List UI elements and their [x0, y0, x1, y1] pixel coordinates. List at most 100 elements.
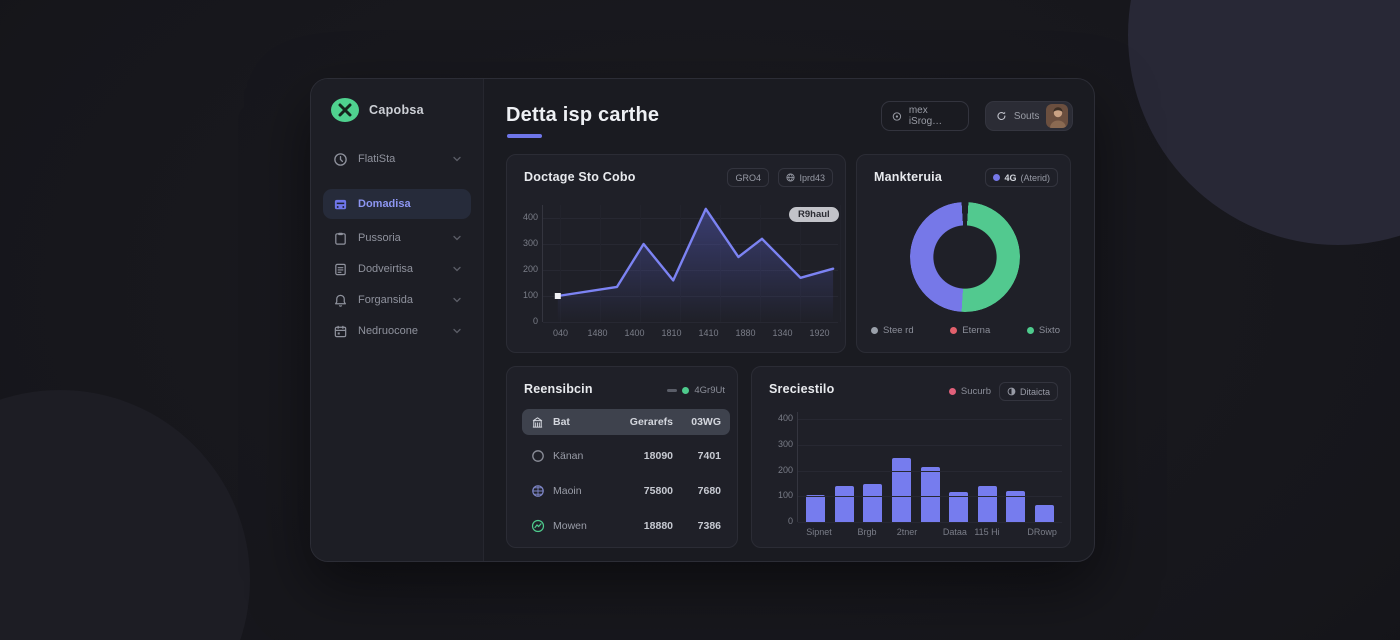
sidebar-item-dodveirtisa[interactable]: Dodveirtisa	[323, 255, 471, 283]
row-value: 18090	[643, 450, 673, 462]
x-tick-label: 1400	[624, 328, 645, 338]
bar[interactable]	[891, 457, 911, 522]
legend-label: Sucurb	[960, 386, 991, 397]
row-name: Maoin	[553, 485, 582, 497]
bar[interactable]	[806, 495, 825, 522]
y-tick-label: 200	[522, 264, 538, 274]
circle-icon	[532, 450, 544, 462]
bar[interactable]	[863, 483, 883, 522]
dashboard-window: Capobsa FlatiSta Domadisa Pussoria Dodve…	[310, 78, 1095, 562]
brand-logo-icon	[331, 98, 359, 122]
sidebar-item-domadisa-active[interactable]: Domadisa	[323, 189, 471, 219]
column-header: Gerarefs	[629, 416, 673, 428]
refresh-icon	[997, 111, 1006, 121]
chevron-down-icon	[453, 297, 461, 303]
bar[interactable]	[1006, 491, 1026, 522]
sidebar-item-nedruocone[interactable]: Nedruocone	[323, 317, 471, 345]
brand-name: Capobsa	[369, 103, 424, 117]
bar[interactable]	[1035, 505, 1054, 522]
line-series[interactable]	[556, 207, 835, 298]
start-point-marker[interactable]	[554, 293, 561, 299]
y-tick-label: 400	[522, 212, 538, 222]
filter-button-label: mex iSrog…	[908, 105, 943, 127]
y-tick-label: 300	[777, 438, 793, 449]
table-card: Reensibcin 4Gr9Ut Bat Gerarefs 03WG Käna…	[506, 366, 738, 548]
legend-dot-icon	[948, 388, 956, 395]
x-tick-label: 1340	[772, 328, 793, 338]
brand[interactable]: Capobsa	[331, 98, 424, 122]
calendar-icon	[334, 325, 347, 337]
gridline	[560, 205, 561, 322]
purple-dot-icon	[993, 174, 1001, 181]
gridline	[600, 205, 601, 322]
filter-button[interactable]: mex iSrog…	[881, 101, 969, 131]
pill-strong-label: 4G	[1004, 172, 1017, 183]
pill-label: Ditaicta	[1019, 386, 1050, 397]
avatar[interactable]	[1046, 104, 1068, 128]
bar[interactable]	[949, 491, 969, 522]
y-tick-label: 0	[787, 516, 793, 526]
legend-item[interactable]: Sixto	[1026, 325, 1060, 336]
legend-item[interactable]: Eterna	[950, 325, 990, 336]
target-icon	[892, 111, 902, 121]
line-chart-card: Doctage Sto Cobo GRO4 Iprd43 0 100 200 300 4…	[506, 154, 846, 353]
line-chart-svg[interactable]	[543, 205, 839, 322]
legend-item[interactable]: Sucurb	[948, 386, 991, 397]
bar[interactable]	[920, 466, 940, 522]
gridline	[798, 444, 1062, 446]
line-card-pill-right[interactable]: Iprd43	[778, 168, 833, 187]
bars-container	[798, 412, 1062, 522]
table-header-row: Bat Gerarefs 03WG	[522, 409, 730, 435]
half-circle-icon	[1007, 387, 1016, 396]
donut-ring[interactable]	[910, 202, 1020, 312]
globe-icon	[786, 173, 796, 182]
row-name: Känan	[553, 450, 584, 462]
sidebar-item-flatista[interactable]: FlatiSta	[323, 145, 471, 173]
bar[interactable]	[977, 485, 997, 522]
y-tick-label: 100	[522, 290, 538, 300]
row-value: 18880	[643, 520, 673, 532]
bar-chart-card: Sreciestilo Sucurb Ditaicta 0 100 200 300 40…	[751, 366, 1071, 548]
table-row[interactable]: Känan 18090 7401	[522, 443, 730, 469]
dashboard-icon	[334, 199, 347, 209]
line-x-axis: 040 1480 1400 1810 1410 1880 1340 1920	[542, 328, 838, 338]
line-chart-annotation-badge: R9haul	[789, 207, 839, 222]
account-button[interactable]: Souts	[985, 101, 1073, 131]
row-value: 75800	[643, 485, 673, 497]
title-accent-underline	[507, 134, 542, 138]
table-legend: 4Gr9Ut	[667, 385, 725, 396]
gridline	[800, 205, 801, 322]
legend-label: Stee rd	[883, 325, 914, 336]
sidebar: Capobsa FlatiSta Domadisa Pussoria Dodve…	[311, 79, 484, 561]
line-plot-area	[542, 205, 841, 323]
bar-x-axis: Sipnet Brgb 2tner Dataa 115 Hi DRowp	[797, 527, 1062, 539]
x-tick-label: 1410	[698, 328, 719, 338]
gridline	[798, 419, 1062, 420]
gridline	[798, 522, 1062, 523]
gridline	[543, 322, 838, 323]
legend-label: Eterna	[962, 325, 991, 336]
bar-card-pill[interactable]: Ditaicta	[998, 382, 1058, 401]
table-row[interactable]: Maoin 75800 7680	[522, 478, 730, 504]
y-tick-label: 100	[777, 490, 793, 501]
legend-label: 4Gr9Ut	[694, 385, 725, 396]
x-tick-label: Brgb	[857, 527, 877, 537]
spark-icon	[531, 519, 545, 533]
donut-legend: Stee rd Eterna Sixto	[871, 325, 1060, 336]
table-row[interactable]: Mowen 18880 7386	[522, 513, 730, 539]
background-blob-top-right	[1128, 0, 1400, 245]
donut-chart[interactable]	[910, 202, 1020, 312]
bar-plot-area	[797, 412, 1062, 523]
chevron-down-icon	[453, 266, 461, 272]
pill-light-label: (Aterid)	[1020, 172, 1050, 183]
legend-item[interactable]: Stee rd	[871, 325, 914, 336]
sidebar-item-forgansida[interactable]: Forgansida	[323, 286, 471, 314]
bell-icon	[335, 294, 346, 307]
donut-card-pill[interactable]: 4G (Aterid)	[985, 168, 1058, 187]
row-metric: 7401	[697, 450, 721, 462]
bar[interactable]	[834, 485, 854, 522]
sidebar-item-pussoria[interactable]: Pussoria	[323, 224, 471, 252]
pill-label: Iprd43	[799, 172, 825, 183]
line-card-pill-left[interactable]: GRO4	[727, 168, 769, 187]
